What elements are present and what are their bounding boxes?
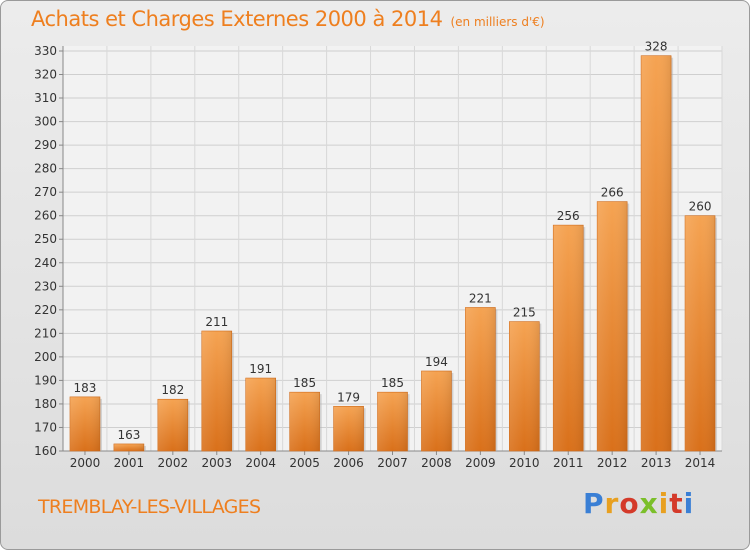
bar-sheen [157,399,188,451]
y-tick-label: 260 [34,209,57,223]
value-label-2011: 256 [557,209,580,223]
y-tick-label: 330 [34,44,57,58]
y-tick-label: 220 [34,303,57,317]
value-label-2005: 185 [293,376,316,390]
y-tick-label: 240 [34,256,57,270]
bar-sheen [201,331,232,451]
value-label-2012: 266 [601,186,624,200]
y-tick-label: 310 [34,91,57,105]
bar-sheen [69,396,100,451]
value-label-2007: 185 [381,376,404,390]
chart-title-text: Achats et Charges Externes 2000 à 2014 [31,7,443,31]
logo-letter: r [604,487,620,520]
value-label-2014: 260 [689,200,712,214]
x-tick-label-2011: 2011 [553,456,584,470]
logo-letter: i [683,487,695,520]
x-tick-label-2010: 2010 [509,456,540,470]
bar-sheen [641,55,672,452]
y-tick-label: 250 [34,232,57,246]
value-label-2000: 183 [74,381,97,395]
bar-sheen [685,215,716,451]
bar-sheen [421,371,452,451]
x-tick-label-2008: 2008 [421,456,452,470]
bar-sheen [377,392,408,451]
bar-sheen [289,392,320,451]
x-tick-label-2002: 2002 [158,456,189,470]
logo-letter: x [639,487,659,520]
logo-letter: P [583,487,605,520]
value-label-2009: 221 [469,291,492,305]
bar-sheen [245,378,276,451]
bar-sheen [597,201,628,451]
y-tick-label: 210 [34,326,57,340]
value-label-2008: 194 [425,355,448,369]
y-tick-label: 170 [34,420,57,434]
value-label-2010: 215 [513,306,536,320]
y-tick-label: 180 [34,397,57,411]
y-tick-label: 190 [34,373,57,387]
y-tick-label: 270 [34,185,57,199]
proxiti-logo: Proxiti [583,487,694,520]
value-label-2003: 211 [205,315,228,329]
bar-sheen [465,307,496,451]
chart-title: Achats et Charges Externes 2000 à 2014 (e… [31,7,545,31]
x-tick-label-2003: 2003 [201,456,232,470]
x-tick-label-2006: 2006 [333,456,364,470]
x-tick-label-2005: 2005 [289,456,320,470]
y-tick-label: 280 [34,162,57,176]
logo-letter: t [669,487,684,520]
bar-sheen [509,321,540,451]
bar-sheen [333,406,364,451]
logo-letter: o [619,487,640,520]
commune-name: TREMBLAY-LES-VILLAGES [38,496,261,518]
y-tick-label: 160 [34,444,57,458]
y-tick-label: 200 [34,350,57,364]
value-label-2001: 163 [117,428,140,442]
logo-letter: i [658,487,670,520]
y-tick-label: 320 [34,68,57,82]
chart-unit: (en milliers d'€) [450,15,545,29]
x-tick-label-2013: 2013 [641,456,672,470]
x-tick-label-2001: 2001 [114,456,145,470]
y-tick-label: 300 [34,115,57,129]
value-label-2004: 191 [249,362,272,376]
y-tick-label: 230 [34,279,57,293]
value-label-2013: 328 [645,40,668,54]
bar-sheen [113,443,144,451]
value-label-2002: 182 [161,383,184,397]
x-tick-label-2014: 2014 [685,456,716,470]
x-tick-label-2004: 2004 [245,456,276,470]
x-tick-label-2007: 2007 [377,456,408,470]
bar-sheen [553,225,584,451]
value-label-2006: 179 [337,390,360,404]
x-tick-label-2009: 2009 [465,456,496,470]
x-tick-label-2000: 2000 [70,456,101,470]
y-tick-label: 290 [34,138,57,152]
x-tick-label-2012: 2012 [597,456,628,470]
